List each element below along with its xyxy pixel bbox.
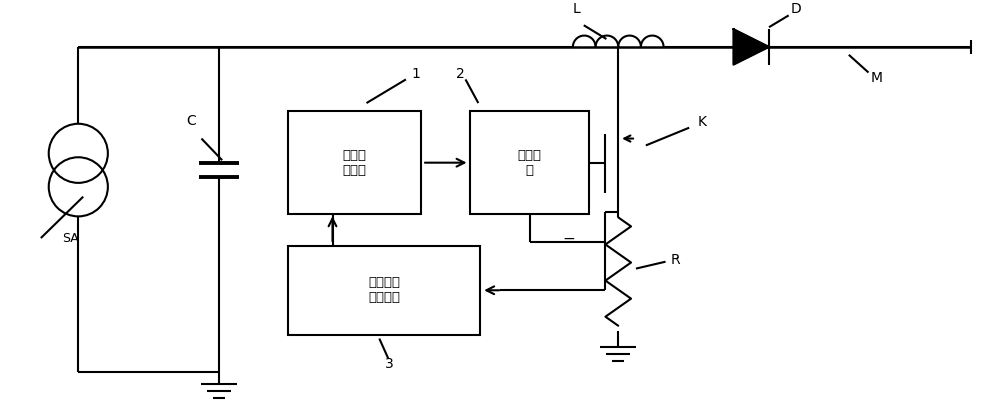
Bar bbox=[470, 111, 589, 214]
Bar bbox=[288, 111, 421, 214]
Text: R: R bbox=[671, 253, 680, 267]
Text: K: K bbox=[697, 115, 706, 129]
Text: L: L bbox=[573, 2, 581, 17]
Text: 分流控
制电路: 分流控 制电路 bbox=[343, 149, 367, 177]
Text: =: = bbox=[563, 233, 575, 247]
Polygon shape bbox=[734, 29, 769, 64]
Text: 峰值电流
抑制电路: 峰值电流 抑制电路 bbox=[368, 276, 400, 304]
Text: SA: SA bbox=[62, 232, 79, 245]
Bar bbox=[288, 246, 480, 334]
Text: C: C bbox=[187, 114, 196, 128]
Text: M: M bbox=[870, 71, 882, 85]
Text: 2: 2 bbox=[456, 66, 465, 81]
Text: D: D bbox=[790, 2, 801, 17]
Text: 3: 3 bbox=[385, 357, 394, 371]
Text: 驱动电
路: 驱动电 路 bbox=[518, 149, 542, 177]
Text: 1: 1 bbox=[411, 66, 420, 81]
